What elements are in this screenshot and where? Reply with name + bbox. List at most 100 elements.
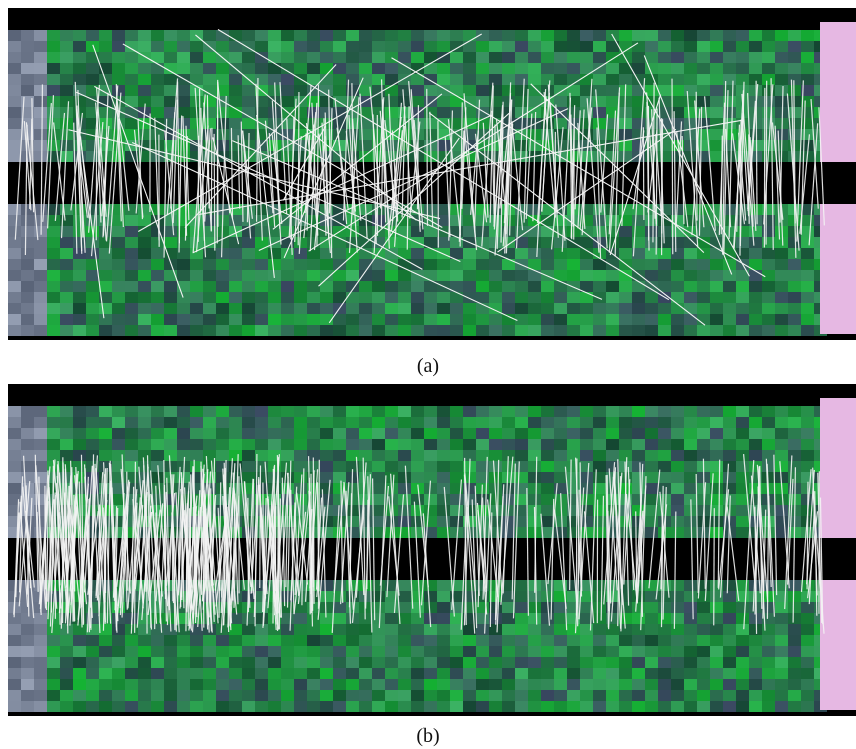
texture-cell <box>151 96 164 107</box>
texture-cell <box>528 85 541 96</box>
texture-cell <box>684 303 697 314</box>
texture-cell <box>164 52 177 63</box>
texture-cell <box>463 439 476 450</box>
texture-cell <box>21 679 34 690</box>
texture-cell <box>229 52 242 63</box>
texture-cell <box>762 314 775 325</box>
texture-cell <box>411 428 424 439</box>
texture-cell <box>60 668 73 679</box>
texture-cell <box>60 314 73 325</box>
texture-cell <box>8 259 21 270</box>
texture-cell <box>359 428 372 439</box>
texture-cell <box>710 314 723 325</box>
texture-cell <box>762 635 775 646</box>
texture-cell <box>47 259 60 270</box>
texture-cell <box>294 406 307 417</box>
texture-cell <box>138 450 151 461</box>
texture-cell <box>359 690 372 701</box>
texture-cell <box>541 461 554 472</box>
texture-cell <box>437 140 450 151</box>
texture-cell <box>164 417 177 428</box>
texture-cell <box>385 30 398 41</box>
texture-cell <box>515 281 528 292</box>
texture-cell <box>125 668 138 679</box>
texture-cell <box>450 450 463 461</box>
texture-cell <box>138 85 151 96</box>
texture-cell <box>151 472 164 483</box>
texture-cell <box>398 428 411 439</box>
texture-cell <box>749 417 762 428</box>
texture-cell <box>632 624 645 635</box>
texture-cell <box>242 30 255 41</box>
texture-cell <box>8 140 21 151</box>
texture-cell <box>476 52 489 63</box>
texture-cell <box>359 129 372 140</box>
texture-cell <box>242 270 255 281</box>
texture-cell <box>242 428 255 439</box>
texture-cell <box>112 701 125 712</box>
texture-cell <box>801 314 814 325</box>
texture-cell <box>684 679 697 690</box>
texture-cell <box>112 450 125 461</box>
texture-cell <box>788 314 801 325</box>
texture-cell <box>203 417 216 428</box>
texture-cell <box>463 679 476 690</box>
texture-cell <box>398 516 411 527</box>
texture-cell <box>775 74 788 85</box>
texture-cell <box>762 52 775 63</box>
texture-cell <box>424 505 437 516</box>
texture-cell <box>515 96 528 107</box>
texture-cell <box>437 314 450 325</box>
texture-cell <box>671 505 684 516</box>
texture-cell <box>8 226 21 237</box>
texture-cell <box>125 657 138 668</box>
texture-cell <box>34 635 47 646</box>
texture-cell <box>606 215 619 226</box>
texture-cell <box>632 472 645 483</box>
texture-cell <box>112 270 125 281</box>
texture-cell <box>216 657 229 668</box>
texture-cell <box>8 63 21 74</box>
texture-cell <box>489 690 502 701</box>
texture-cell <box>255 602 268 613</box>
texture-cell <box>255 635 268 646</box>
texture-cell <box>632 635 645 646</box>
texture-cell <box>515 248 528 259</box>
texture-cell <box>294 602 307 613</box>
texture-cell <box>658 406 671 417</box>
texture-cell <box>60 151 73 162</box>
texture-cell <box>164 41 177 52</box>
texture-cell <box>515 483 528 494</box>
texture-cell <box>775 259 788 270</box>
texture-cell <box>567 248 580 259</box>
texture-cell <box>632 494 645 505</box>
texture-cell <box>502 624 515 635</box>
texture-cell <box>424 85 437 96</box>
texture-cell <box>229 303 242 314</box>
texture-cell <box>125 314 138 325</box>
texture-cell <box>268 690 281 701</box>
texture-cell <box>99 303 112 314</box>
texture-cell <box>411 613 424 624</box>
texture-cell <box>60 406 73 417</box>
texture-cell <box>281 270 294 281</box>
texture-cell <box>684 516 697 527</box>
texture-cell <box>424 428 437 439</box>
texture-cell <box>788 30 801 41</box>
texture-cell <box>567 270 580 281</box>
texture-cell <box>21 701 34 712</box>
texture-cell <box>567 635 580 646</box>
texture-cell <box>450 314 463 325</box>
texture-cell <box>619 237 632 248</box>
texture-cell <box>385 450 398 461</box>
texture-cell <box>580 428 593 439</box>
texture-cell <box>203 270 216 281</box>
texture-cell <box>359 151 372 162</box>
texture-cell <box>723 472 736 483</box>
texture-cell <box>411 494 424 505</box>
texture-cell <box>801 52 814 63</box>
texture-cell <box>385 624 398 635</box>
texture-cell <box>281 439 294 450</box>
texture-cell <box>697 428 710 439</box>
texture-cell <box>567 96 580 107</box>
